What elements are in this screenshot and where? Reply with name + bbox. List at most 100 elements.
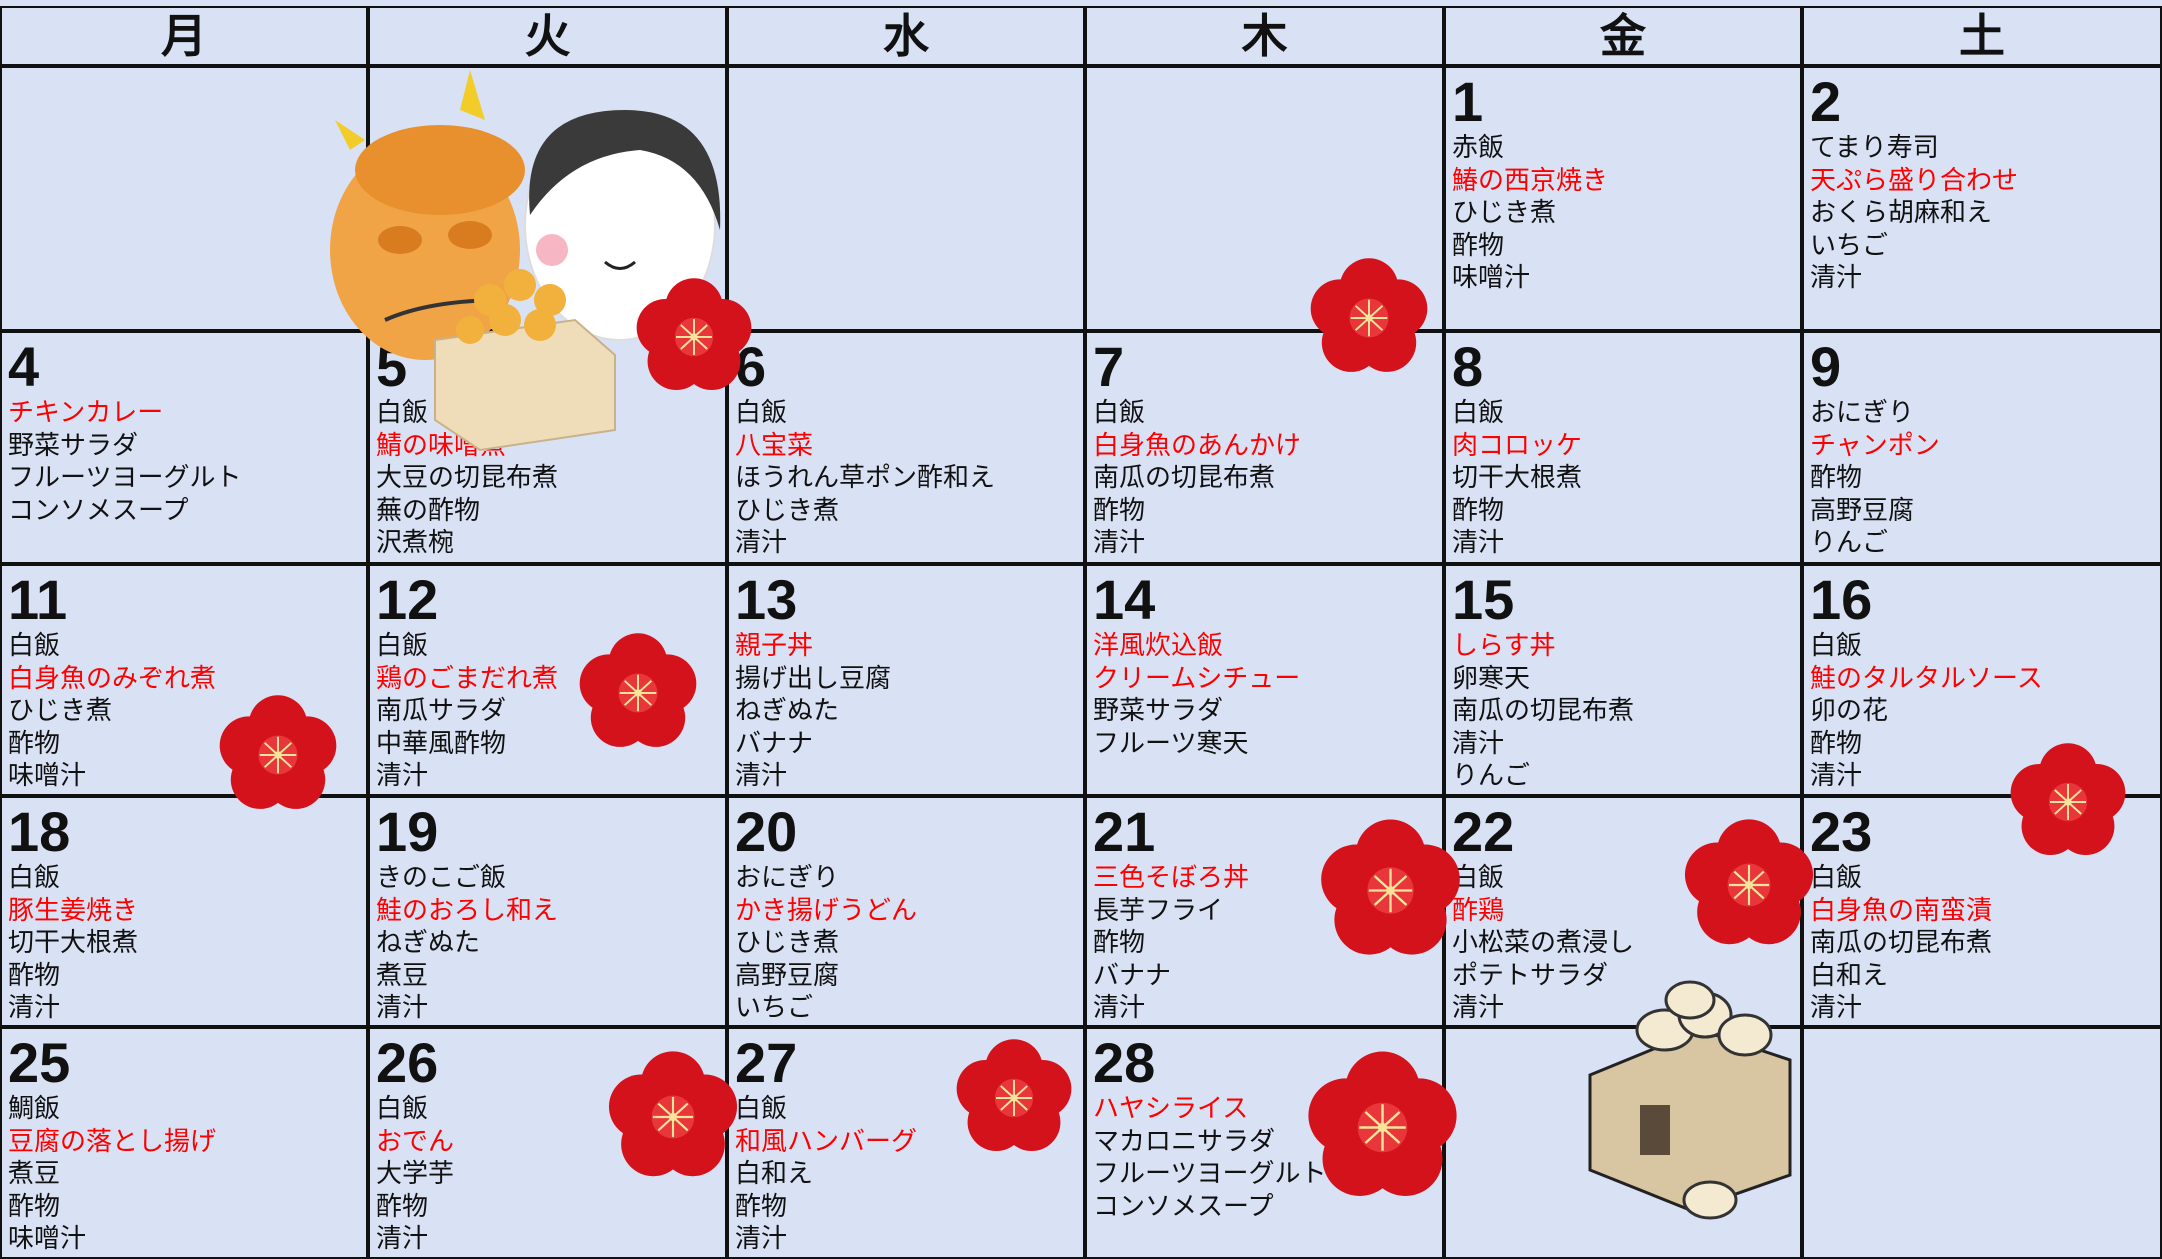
menu-item: りんご (1452, 761, 1531, 791)
menu-item: チキンカレー (8, 398, 164, 428)
weekday-header: 火 (368, 6, 727, 66)
day-cell: 7 白飯 白身魚のあんかけ 南瓜の切昆布煮 酢物 清汁 (1085, 331, 1444, 564)
day-number: 6 (735, 335, 767, 398)
menu-item: 豆腐の落とし揚げ (8, 1126, 217, 1157)
menu-item: おでん (376, 1126, 455, 1157)
menu-item: コンソメスープ (8, 495, 189, 526)
menu-item: 豚生姜焼き (8, 895, 139, 926)
menu-item: 清汁 (735, 761, 788, 791)
menu-item: 鰆の西京焼き (1452, 165, 1609, 196)
day-cell (727, 66, 1085, 331)
menu-item: 酢物 (1093, 928, 1146, 958)
day-number: 15 (1452, 568, 1515, 631)
menu-item: 味噌汁 (8, 1224, 87, 1254)
day-cell: 2 てまり寿司 天ぷら盛り合わせ おくら胡麻和え いちご 清汁 (1802, 66, 2162, 331)
menu-item: 清汁 (1810, 761, 1863, 791)
menu-item: 蕪の酢物 (376, 495, 481, 526)
menu-item: 南瓜サラダ (376, 696, 507, 726)
day-cell: 28 ハヤシライス マカロニサラダ フルーツヨーグルト コンソメスープ (1085, 1027, 1444, 1259)
menu-item: ひじき煮 (735, 928, 840, 958)
menu-item: おくら胡麻和え (1810, 198, 1993, 228)
weekday-header: 月 (0, 6, 368, 66)
menu-item: バナナ (735, 728, 814, 759)
menu-item: 清汁 (1093, 993, 1146, 1023)
menu-item: 大豆の切昆布煮 (376, 463, 559, 493)
menu-item: 酢物 (8, 728, 61, 759)
menu-item: おにぎり (735, 863, 840, 893)
day-cell: 13 親子丼 揚げ出し豆腐 ねぎぬた バナナ 清汁 (727, 564, 1085, 796)
day-number: 8 (1452, 335, 1484, 398)
menu-item: 中華風酢物 (376, 728, 507, 759)
menu-item: 八宝菜 (735, 430, 814, 461)
menu-item: 南瓜の切昆布煮 (1452, 696, 1635, 726)
menu-item: 白身魚の南蛮漬 (1810, 895, 1993, 926)
menu-item: りんご (1810, 528, 1889, 558)
day-cell: 12 白飯 鶏のごまだれ煮 南瓜サラダ 中華風酢物 清汁 (368, 564, 727, 796)
day-cell (0, 66, 368, 331)
menu-item: 白身魚のみぞれ煮 (8, 663, 217, 694)
menu-item: 酢物 (1452, 495, 1505, 526)
menu-item: 酢物 (376, 1191, 429, 1222)
menu-item: フルーツヨーグルト (1093, 1159, 1327, 1189)
menu-item: 清汁 (8, 993, 61, 1023)
day-number: 4 (8, 335, 40, 398)
menu-item: 鯛飯 (8, 1094, 61, 1124)
day-cell: 20 おにぎり かき揚げうどん ひじき煮 高野豆腐 いちご (727, 796, 1085, 1027)
weekday-header: 水 (727, 6, 1085, 66)
menu-item: 清汁 (1452, 528, 1505, 558)
menu-item: 白飯 (376, 398, 429, 428)
day-number: 11 (8, 568, 68, 631)
menu-item: 赤飯 (1452, 133, 1505, 163)
menu-item: 清汁 (1810, 993, 1863, 1023)
menu-item: 煮豆 (376, 960, 429, 991)
menu-item: 南瓜の切昆布煮 (1093, 463, 1276, 493)
menu-item: 白和え (1810, 960, 1889, 991)
menu-item: いちご (735, 993, 814, 1023)
menu-item: 肉コロッケ (1452, 430, 1583, 461)
weekday-header: 木 (1085, 6, 1444, 66)
menu-item: 酢鶏 (1452, 895, 1505, 926)
menu-item: マカロニサラダ (1093, 1126, 1276, 1157)
menu-item: 白身魚のあんかけ (1093, 430, 1302, 461)
day-number: 28 (1093, 1031, 1156, 1094)
menu-item: 高野豆腐 (735, 960, 840, 991)
day-number: 2 (1810, 70, 1842, 133)
menu-item: 酢物 (735, 1191, 788, 1222)
menu-item: 白飯 (1093, 398, 1146, 428)
menu-item: チャンポン (1810, 430, 1940, 461)
day-cell: 8 白飯 肉コロッケ 切干大根煮 酢物 清汁 (1444, 331, 1802, 564)
menu-item: 清汁 (735, 1224, 788, 1254)
menu-item: 切干大根煮 (1452, 463, 1583, 493)
menu-item: ひじき煮 (735, 495, 840, 526)
day-cell (1085, 66, 1444, 331)
menu-item: 白飯 (1810, 631, 1863, 661)
day-cell: 6 白飯 八宝菜 ほうれん草ポン酢和え ひじき煮 清汁 (727, 331, 1085, 564)
day-number: 5 (376, 335, 408, 398)
menu-item: 煮豆 (8, 1159, 61, 1189)
menu-item: 長芋フライ (1093, 895, 1224, 926)
menu-item: 親子丼 (735, 631, 814, 661)
day-cell: 21 三色そぼろ丼 長芋フライ 酢物 バナナ 清汁 (1085, 796, 1444, 1027)
menu-item: フルーツヨーグルト (8, 463, 242, 493)
menu-item: 清汁 (1452, 993, 1505, 1023)
menu-item: 鶏のごまだれ煮 (376, 663, 559, 694)
menu-item: 卵寒天 (1452, 663, 1531, 694)
day-cell: 16 白飯 鮭のタルタルソース 卯の花 酢物 清汁 (1802, 564, 2162, 796)
menu-item: しらす丼 (1452, 631, 1556, 661)
menu-item: 野菜サラダ (1093, 696, 1224, 726)
day-cell: 11 白飯 白身魚のみぞれ煮 ひじき煮 酢物 味噌汁 (0, 564, 368, 796)
day-cell: 25 鯛飯 豆腐の落とし揚げ 煮豆 酢物 味噌汁 (0, 1027, 368, 1259)
menu-item: ほうれん草ポン酢和え (735, 463, 996, 493)
menu-item: ひじき煮 (1452, 198, 1557, 228)
menu-item: 揚げ出し豆腐 (735, 663, 892, 694)
menu-item: 清汁 (1093, 528, 1146, 558)
menu-item: 清汁 (376, 761, 429, 791)
day-cell: 22 白飯 酢鶏 小松菜の煮浸し ポテトサラダ 清汁 (1444, 796, 1802, 1027)
menu-item: 小松菜の煮浸し (1452, 928, 1635, 958)
menu-item: 白飯 (8, 631, 61, 661)
menu-item: 白飯 (735, 398, 788, 428)
menu-item: かき揚げうどん (735, 895, 918, 926)
day-cell (1444, 1027, 1802, 1259)
day-number: 20 (735, 800, 798, 863)
